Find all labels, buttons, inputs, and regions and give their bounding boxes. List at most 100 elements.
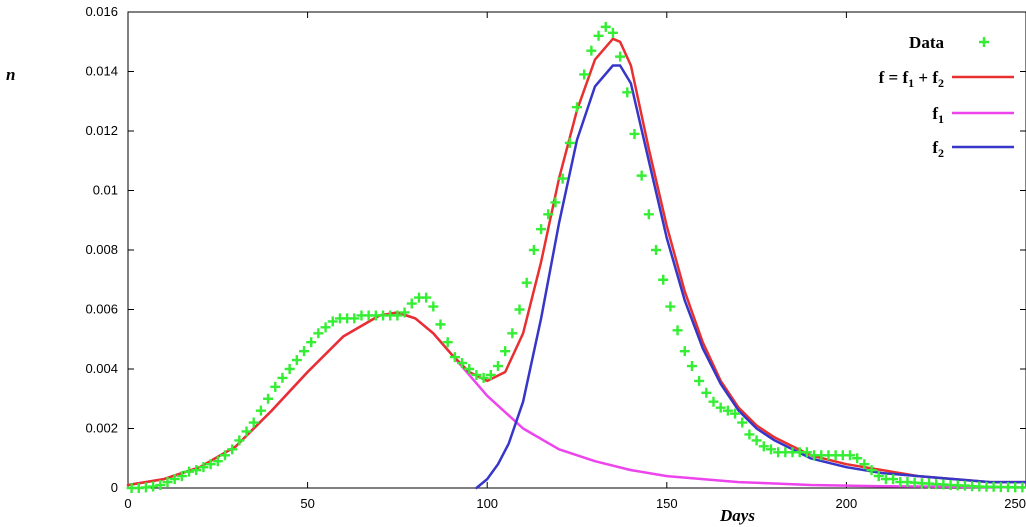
- data-point: [255, 405, 266, 416]
- y-tick-label: 0: [111, 480, 118, 495]
- y-axis-title: n: [6, 65, 15, 84]
- y-tick-label: 0.004: [85, 361, 118, 376]
- data-point: [464, 364, 475, 374]
- data-point: [622, 87, 633, 98]
- x-tick-label: 250: [1004, 496, 1026, 511]
- data-point: [579, 69, 590, 80]
- data-point: [543, 209, 554, 220]
- data-point: [844, 450, 855, 461]
- data-point: [162, 477, 173, 488]
- data-point: [284, 364, 295, 374]
- data-point: [277, 372, 288, 383]
- data-point: [392, 310, 403, 321]
- legend-label-f1: f1: [932, 104, 944, 126]
- data-point: [234, 435, 245, 446]
- data-point: [514, 304, 525, 315]
- data-point: [636, 170, 647, 181]
- data-point: [557, 173, 568, 184]
- data-point: [155, 480, 166, 491]
- data-point: [428, 301, 439, 312]
- legend-item-f2: f2: [932, 138, 1014, 160]
- data-point: [212, 456, 223, 467]
- data-point: [658, 274, 669, 285]
- data-point: [205, 459, 216, 470]
- legend-subscript: 2: [938, 146, 944, 160]
- data-point: [507, 328, 518, 339]
- data-point: [219, 450, 230, 461]
- data-point: [888, 474, 899, 485]
- series-layer: [126, 21, 1026, 493]
- data-point: [169, 474, 180, 485]
- series-line-f2: [475, 64, 1026, 490]
- data-point: [564, 137, 575, 148]
- data-point: [629, 128, 640, 139]
- axis-ticks: [127, 11, 1026, 489]
- data-point: [686, 361, 697, 372]
- x-tick-label: 150: [656, 496, 678, 511]
- data-point: [852, 453, 863, 464]
- x-tick-label: 200: [836, 496, 858, 511]
- y-tick-label: 0.014: [85, 64, 118, 79]
- data-point: [701, 387, 712, 398]
- data-point: [722, 405, 733, 416]
- data-point: [198, 462, 209, 473]
- series-points-data: [126, 21, 1026, 493]
- y-tick-label: 0.012: [85, 123, 118, 138]
- data-point: [442, 337, 453, 348]
- data-point: [600, 21, 611, 32]
- data-point: [327, 316, 338, 327]
- data-point: [708, 396, 719, 407]
- data-point: [399, 307, 410, 318]
- data-point: [241, 426, 252, 437]
- data-point: [873, 471, 884, 482]
- legend-item-data: Data: [909, 33, 989, 52]
- data-point: [572, 102, 582, 113]
- legend-text-part: f: [932, 138, 938, 157]
- data-point: [765, 444, 776, 455]
- data-point: [500, 346, 511, 357]
- x-tick-label: 50: [300, 496, 314, 511]
- y-tick-label: 0.01: [93, 183, 118, 198]
- data-point: [471, 369, 482, 380]
- data-point: [715, 402, 726, 413]
- data-point: [421, 292, 432, 303]
- data-point: [291, 355, 302, 366]
- data-point: [227, 444, 238, 455]
- data-point: [615, 51, 626, 62]
- y-tick-label: 0.006: [85, 302, 118, 317]
- legend-subscript: 1: [908, 76, 914, 90]
- x-tick-label: 0: [124, 496, 131, 511]
- y-tick-label: 0.008: [85, 242, 118, 257]
- legend-text-part: f = f: [879, 68, 909, 87]
- data-point: [299, 346, 310, 357]
- data-point: [643, 209, 654, 220]
- y-tick-label: 0.016: [85, 4, 118, 19]
- data-point: [191, 465, 202, 476]
- data-point: [751, 435, 762, 446]
- data-point: [313, 328, 324, 339]
- data-point: [536, 224, 547, 235]
- data-point: [586, 45, 597, 56]
- data-point: [679, 346, 690, 357]
- data-point: [435, 319, 446, 330]
- data-point: [694, 375, 705, 386]
- data-point: [176, 471, 187, 482]
- legend-label-f: f = f1 + f2: [879, 68, 944, 90]
- data-point: [478, 372, 489, 383]
- data-point: [457, 358, 468, 369]
- data-point: [263, 393, 274, 404]
- legend-text-part: + f: [914, 68, 938, 87]
- data-point: [521, 277, 532, 288]
- data-point: [859, 459, 870, 470]
- legend-item-f1: f1: [932, 104, 1014, 126]
- data-point: [306, 337, 317, 348]
- data-point: [449, 352, 460, 363]
- series-line-f1: [126, 311, 1026, 489]
- x-tick-label: 100: [476, 496, 498, 511]
- data-point: [270, 381, 281, 392]
- x-axis-title: Days: [719, 506, 755, 525]
- data-point: [248, 417, 259, 428]
- data-point: [528, 245, 539, 255]
